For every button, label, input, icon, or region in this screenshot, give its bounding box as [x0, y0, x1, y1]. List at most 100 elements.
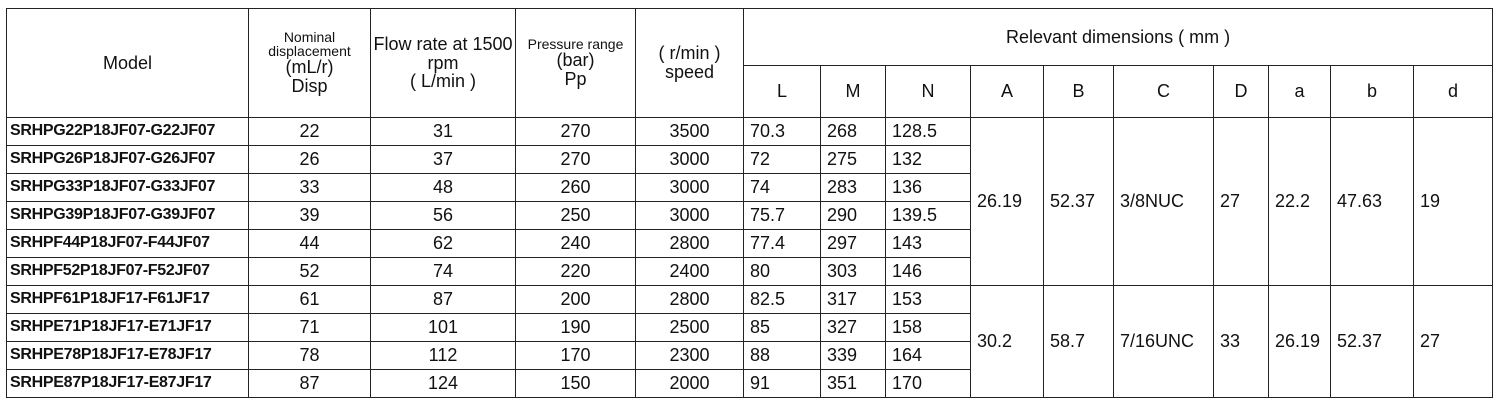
- header-cell: Relevant dimensions ( mm ): [742, 8, 1494, 66]
- table-cell: 136: [885, 173, 971, 202]
- table-cell: 70.3: [743, 117, 821, 146]
- table-header: Model Nominal displacement (mL/r) Disp Flow …: [6, 8, 1494, 118]
- header-cell: N: [885, 65, 971, 118]
- header-cell: Model: [6, 8, 249, 118]
- header-cell: a: [1268, 65, 1331, 118]
- table-cell: 303: [820, 257, 886, 286]
- header-cell: Nominal displacement (mL/r) Disp: [248, 8, 371, 118]
- table-cell: 143: [885, 229, 971, 258]
- header-cell: D: [1213, 65, 1269, 118]
- header-cell: b: [1330, 65, 1414, 118]
- table-row: SRHPG39P18JF07-G39JF07 39 56 250 3000 75.7 290…: [6, 201, 1493, 230]
- table-cell: 22: [248, 117, 371, 146]
- table-cell: 101: [370, 313, 516, 342]
- table-cell: 275: [820, 145, 886, 174]
- table-cell: 72: [743, 145, 821, 174]
- table-cell: 74: [370, 257, 516, 286]
- table-cell: 82.5: [743, 285, 821, 314]
- table-cell: 158: [885, 313, 971, 342]
- table-cell: 19: [1412, 117, 1494, 286]
- table-cell: 74: [743, 173, 821, 202]
- table-cell: 85: [743, 313, 821, 342]
- table-cell: 62: [370, 229, 516, 258]
- table-cell: 37: [370, 145, 516, 174]
- table-cell: 2300: [635, 341, 744, 370]
- table-cell: 48: [370, 173, 516, 202]
- header-cell: A: [970, 65, 1044, 118]
- header-line: (mL/r): [285, 57, 334, 78]
- header-cell: Pressure range (bar) Pp: [515, 8, 636, 118]
- table-cell: 170: [885, 369, 971, 398]
- table-cell: 88: [743, 341, 821, 370]
- table-cell: 56: [370, 201, 516, 230]
- model-cell: SRHPF61P18JF17-F61JF17: [6, 285, 249, 314]
- table-cell: 26: [248, 145, 371, 174]
- table-cell: 3000: [635, 145, 744, 174]
- table-cell: 3/8NUC: [1113, 117, 1214, 286]
- table-cell: 26.19: [1268, 285, 1331, 398]
- table-cell: 153: [885, 285, 971, 314]
- header-line: Flow rate at 1500 rpm: [373, 33, 513, 73]
- table-row: SRHPE87P18JF17-E87JF17 87 124 150 2000 91 351 1…: [6, 369, 1493, 398]
- table-row: SRHPG22P18JF07-G22JF07 22 31 270 3500 70.3 268…: [6, 117, 1494, 286]
- table-cell: 124: [370, 369, 516, 398]
- header-line: ( r/min ): [658, 43, 721, 64]
- header-line: (bar): [556, 50, 595, 71]
- header-cell: M: [820, 65, 886, 118]
- table-cell: 164: [885, 341, 971, 370]
- table-cell: 27: [1213, 117, 1269, 286]
- table-row: SRHPG26P18JF07-G26JF07 26 37 270 3000 72 275 13…: [6, 145, 1493, 174]
- table-cell: 52.37: [1330, 285, 1414, 398]
- table-row: SRHPF61P18JF17-F61JF17 61 87 200 2800 82.5 317…: [6, 285, 1494, 398]
- header-line: Pp: [564, 69, 587, 89]
- table-cell: 2400: [635, 257, 744, 286]
- table-body: SRHPG22P18JF07-G22JF07 22 31 270 3500 70.3 268…: [6, 117, 1494, 398]
- table-cell: 220: [515, 257, 636, 286]
- header-cell: C: [1113, 65, 1214, 118]
- table-cell: 78: [248, 341, 371, 370]
- model-cell: SRHPG39P18JF07-G39JF07: [6, 201, 249, 230]
- table-cell: 250: [515, 201, 636, 230]
- table-cell: 2000: [635, 369, 744, 398]
- table-cell: 297: [820, 229, 886, 258]
- table-cell: 240: [515, 229, 636, 258]
- table-cell: 351: [820, 369, 886, 398]
- table-cell: 33: [1213, 285, 1269, 398]
- table-cell: 268: [820, 117, 886, 146]
- table-cell: 58.7: [1043, 285, 1114, 398]
- table-cell: 317: [820, 285, 886, 314]
- model-cell: SRHPG26P18JF07-G26JF07: [6, 145, 249, 174]
- table-cell: 91: [743, 369, 821, 398]
- table-cell: 33: [248, 173, 371, 202]
- table-row: SRHPF52P18JF07-F52JF07 52 74 220 2400 80 303 14…: [6, 257, 1493, 286]
- model-cell: SRHPF52P18JF07-F52JF07: [6, 257, 249, 286]
- table-cell: 22.2: [1268, 117, 1331, 286]
- table-row: SRHPG33P18JF07-G33JF07 33 48 260 3000 74 283 13…: [6, 173, 1493, 202]
- table-cell: 7/16UNC: [1113, 285, 1214, 398]
- table-cell: 61: [248, 285, 371, 314]
- table-cell: 3500: [635, 117, 744, 146]
- table-cell: 112: [370, 341, 516, 370]
- table-cell: 52: [248, 257, 371, 286]
- header-cell: ( r/min ) speed: [635, 8, 744, 118]
- table-cell: 260: [515, 173, 636, 202]
- table-cell: 2800: [635, 229, 744, 258]
- table-cell: 128.5: [885, 117, 971, 146]
- table-cell: 290: [820, 201, 886, 230]
- table-cell: 27: [1412, 285, 1494, 398]
- model-cell: SRHPE78P18JF17-E78JF17: [6, 341, 249, 370]
- table-cell: 132: [885, 145, 971, 174]
- header-cell: Flow rate at 1500 rpm( L/min ): [370, 8, 516, 118]
- table-cell: 2500: [635, 313, 744, 342]
- header-line: Disp: [291, 76, 328, 96]
- table-cell: 44: [248, 229, 371, 258]
- table-cell: 327: [820, 313, 886, 342]
- model-cell: SRHPG33P18JF07-G33JF07: [6, 173, 249, 202]
- header-cell: d: [1412, 65, 1494, 118]
- table-cell: 150: [515, 369, 636, 398]
- table-cell: 270: [515, 145, 636, 174]
- table-row: SRHPF44P18JF07-F44JF07 44 62 240 2800 77.4 297…: [6, 229, 1493, 258]
- table-cell: 2800: [635, 285, 744, 314]
